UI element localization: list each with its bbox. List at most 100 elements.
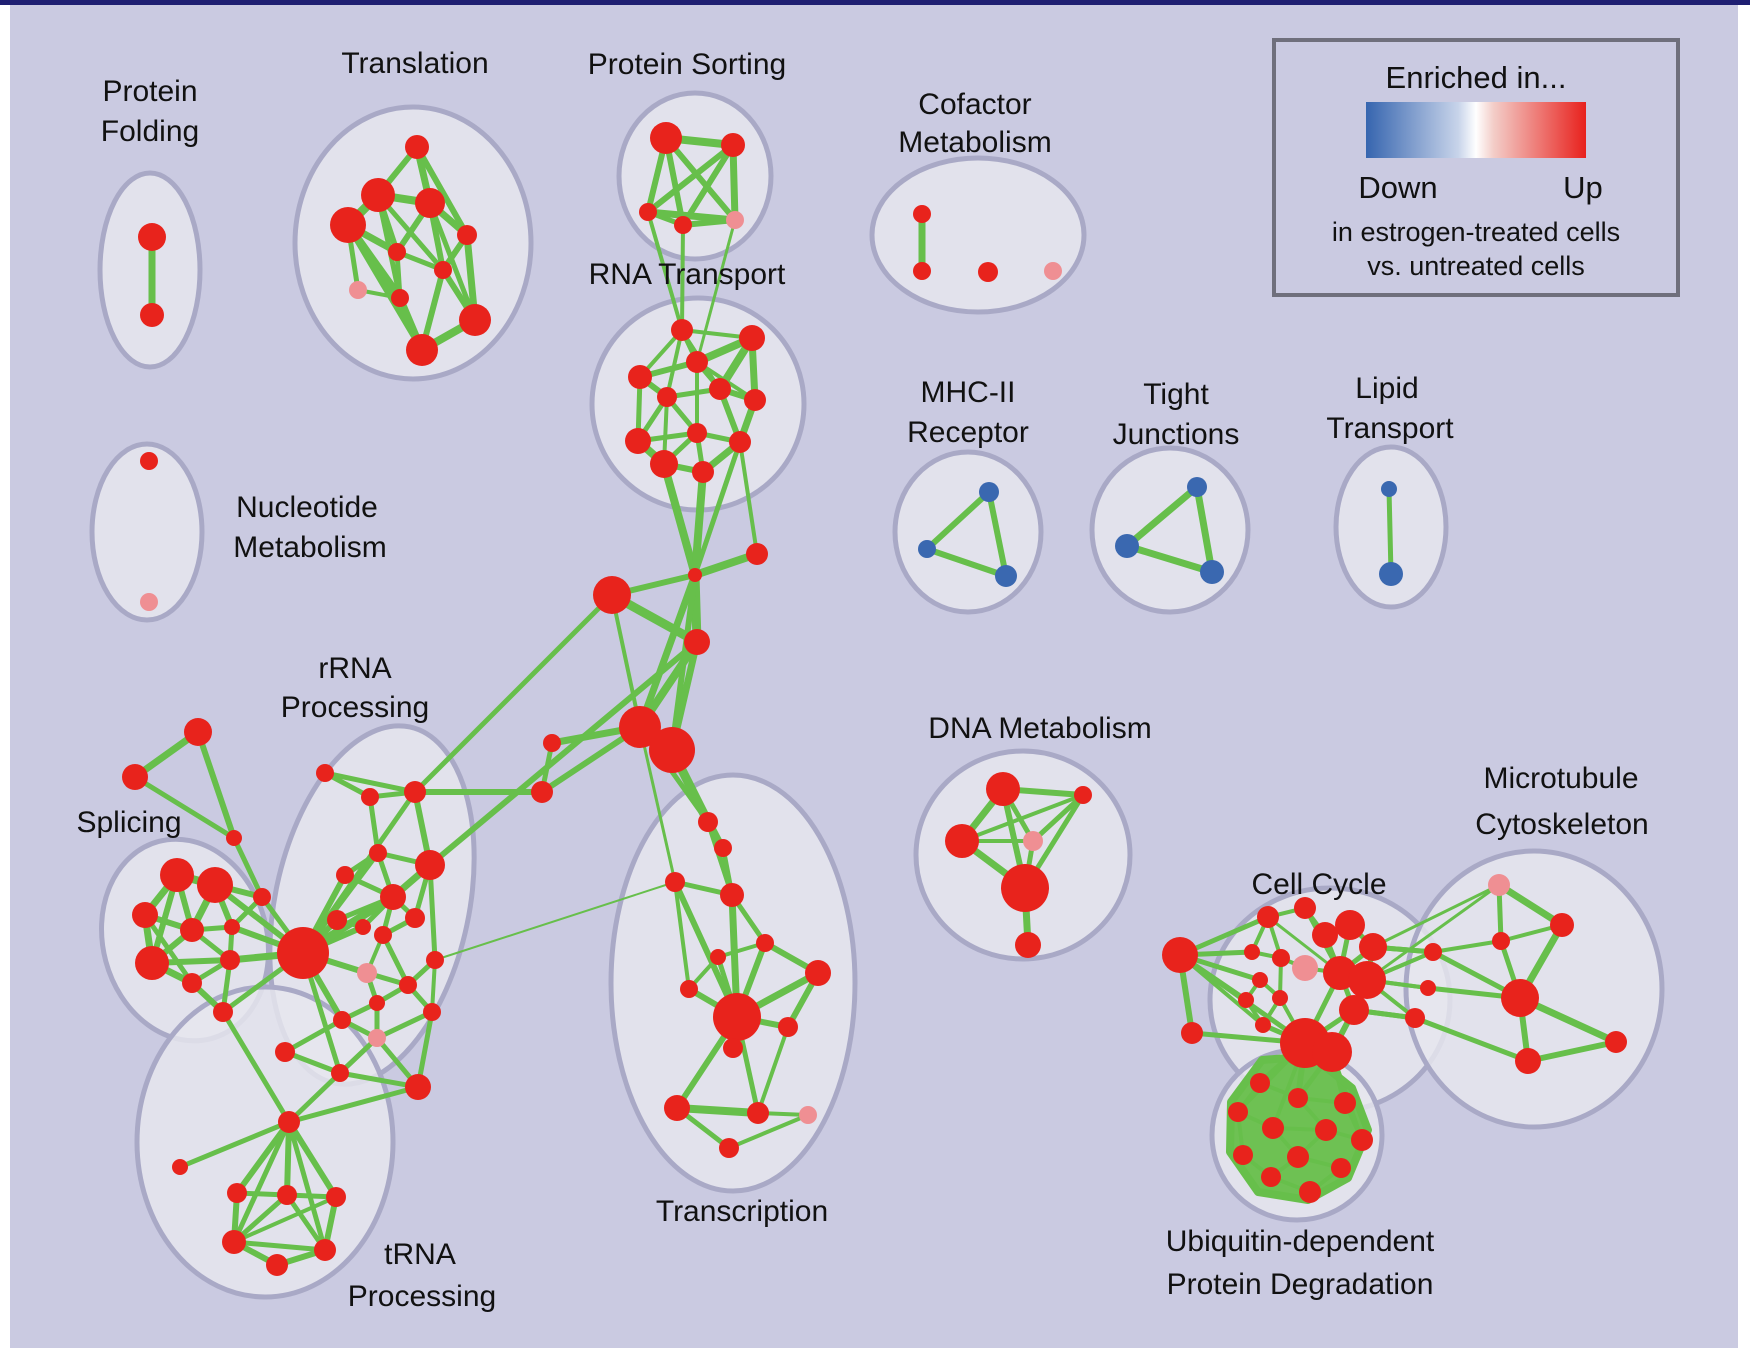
cluster-label-transcription: Transcription bbox=[656, 1195, 828, 1228]
gene-set-node-transcription bbox=[698, 812, 718, 832]
network-edge-tight-junctions bbox=[1193, 483, 1216, 576]
gene-set-node-rrna-processing bbox=[405, 1074, 431, 1100]
gene-set-node-central-hub bbox=[684, 629, 710, 655]
network-edge-inter bbox=[738, 440, 759, 556]
gene-set-node-cell-cycle bbox=[1339, 995, 1369, 1025]
gene-set-node-trna-processing bbox=[172, 1159, 188, 1175]
cluster-label-nucleotide-metabolism: Nucleotide bbox=[236, 491, 378, 524]
network-edge-translation bbox=[414, 144, 470, 238]
gene-set-node-ubiquitin-degradation bbox=[1228, 1102, 1248, 1122]
gene-set-node-cofactor-metabolism bbox=[1044, 262, 1062, 280]
network-edge-inter bbox=[691, 468, 707, 579]
legend-note-line: in estrogen-treated cells bbox=[1332, 217, 1620, 247]
gene-set-node-central-hub bbox=[649, 727, 695, 773]
gene-set-node-splicing bbox=[180, 918, 204, 942]
cluster-label-rrna-processing: rRNA bbox=[318, 652, 391, 685]
network-edge-rrna-processing bbox=[374, 1009, 435, 1041]
gene-set-node-tight-junctions bbox=[1200, 560, 1224, 584]
gene-set-node-transcription bbox=[664, 1095, 690, 1121]
gene-set-node-ubiquitin-degradation bbox=[1315, 1119, 1337, 1141]
gene-set-node-splicing bbox=[224, 919, 240, 935]
network-edge-trna-processing bbox=[284, 1192, 328, 1253]
gene-set-node-rrna-processing bbox=[426, 951, 444, 969]
gene-set-node-cell-cycle bbox=[1162, 937, 1198, 973]
network-edge-transcription bbox=[672, 879, 740, 1020]
network-edge-rrna-processing bbox=[300, 789, 418, 956]
gene-set-node-transcription bbox=[747, 1102, 769, 1124]
network-edge-microtubule-cytoskeleton bbox=[1525, 1039, 1619, 1064]
gene-set-node-microtubule-cytoskeleton bbox=[1501, 979, 1539, 1017]
gene-set-node-microtubule-cytoskeleton bbox=[1550, 913, 1574, 937]
cluster-label-tight-junctions: Junctions bbox=[1113, 418, 1240, 451]
gene-set-node-mhc-ii-receptor bbox=[979, 482, 999, 502]
network-edge-inter bbox=[638, 725, 677, 884]
gene-set-node-lipid-transport bbox=[1381, 481, 1397, 497]
gene-set-node-protein-sorting bbox=[639, 203, 657, 221]
gene-set-node-transcription bbox=[720, 883, 744, 907]
gene-set-node-rna-transport bbox=[686, 351, 708, 373]
cluster-label-dna-metabolism: DNA Metabolism bbox=[928, 712, 1151, 745]
network-edge-trna-processing bbox=[286, 1119, 339, 1200]
gene-set-node-rrna-processing bbox=[333, 1011, 351, 1029]
gene-set-node-translation bbox=[388, 243, 406, 261]
network-edge-inter bbox=[680, 223, 685, 332]
network-edge-rrna-processing bbox=[380, 932, 411, 988]
legend-up-label: Up bbox=[1563, 170, 1603, 205]
gene-set-node-transcription bbox=[680, 980, 698, 998]
gene-set-node-splicing-triangle bbox=[122, 764, 148, 790]
gene-set-node-mhc-ii-receptor bbox=[995, 565, 1017, 587]
gene-set-node-rrna-processing bbox=[355, 919, 371, 935]
gene-set-node-trna-processing bbox=[278, 1111, 300, 1133]
gene-set-node-dna-metabolism bbox=[1023, 831, 1043, 851]
gene-set-node-cofactor-metabolism bbox=[978, 262, 998, 282]
cluster-label-ubiquitin-degradation: Protein Degradation bbox=[1167, 1268, 1434, 1301]
gene-set-node-protein-sorting bbox=[650, 122, 682, 154]
gene-set-node-ubiquitin-degradation bbox=[1287, 1146, 1309, 1168]
network-edge-cell-cycle bbox=[1178, 953, 1265, 1027]
gene-set-node-cell-cycle bbox=[1348, 961, 1386, 999]
cluster-ellipse-tight-junctions bbox=[1089, 445, 1251, 615]
gene-set-node-rrna-processing bbox=[415, 850, 445, 880]
network-edge-translation bbox=[375, 192, 403, 301]
gene-set-node-splicing bbox=[132, 902, 158, 928]
gene-set-node-translation bbox=[406, 334, 438, 366]
network-edge-inter bbox=[412, 592, 615, 795]
gene-set-node-splicing bbox=[135, 946, 169, 980]
gene-set-node-translation bbox=[349, 281, 367, 299]
gene-set-node-central-hub bbox=[543, 734, 561, 752]
cluster-label-protein-folding: Folding bbox=[101, 115, 199, 148]
gene-set-node-ubiquitin-degradation bbox=[1261, 1167, 1281, 1187]
gene-set-node-splicing bbox=[160, 858, 194, 892]
network-edge-inter bbox=[286, 1070, 343, 1125]
gene-set-node-rna-transport bbox=[657, 387, 677, 407]
cluster-label-splicing: Splicing bbox=[76, 806, 181, 839]
gene-set-node-protein-folding bbox=[140, 303, 164, 327]
network-edge-inter bbox=[660, 460, 699, 579]
network-edge-protein-sorting bbox=[663, 135, 738, 223]
network-edge-inter bbox=[427, 639, 700, 868]
gene-set-node-translation bbox=[459, 304, 491, 336]
gene-set-node-cell-cycle bbox=[1272, 990, 1288, 1006]
gene-set-node-ubiquitin-degradation bbox=[1331, 1158, 1351, 1178]
gene-set-node-tight-junctions bbox=[1115, 534, 1139, 558]
gene-set-node-microtubule-cytoskeleton bbox=[1605, 1031, 1627, 1053]
gene-set-node-cell-cycle bbox=[1420, 980, 1436, 996]
network-edge-rrna-processing bbox=[427, 862, 438, 963]
network-edge-splicing bbox=[142, 912, 195, 986]
network-edge-inter bbox=[434, 881, 676, 961]
gene-set-node-cell-cycle bbox=[1405, 1008, 1425, 1028]
gene-set-node-cell-cycle bbox=[1424, 943, 1442, 961]
gene-set-node-rrna-processing bbox=[369, 844, 387, 862]
network-edge-microtubule-cytoskeleton bbox=[1495, 881, 1566, 929]
gene-set-node-ubiquitin-degradation bbox=[1288, 1088, 1308, 1108]
gene-set-node-trna-processing bbox=[227, 1183, 247, 1203]
cluster-label-trna-processing: Processing bbox=[348, 1280, 496, 1313]
gene-set-node-central-hub bbox=[619, 706, 661, 748]
gene-set-node-translation bbox=[330, 207, 366, 243]
gene-set-node-cell-cycle bbox=[1181, 1022, 1203, 1044]
network-edge-mhc-ii-receptor bbox=[986, 489, 1009, 579]
gene-set-node-cell-cycle bbox=[1292, 955, 1318, 981]
network-edge-transcription bbox=[673, 880, 691, 991]
network-edge-rna-transport bbox=[665, 328, 684, 399]
